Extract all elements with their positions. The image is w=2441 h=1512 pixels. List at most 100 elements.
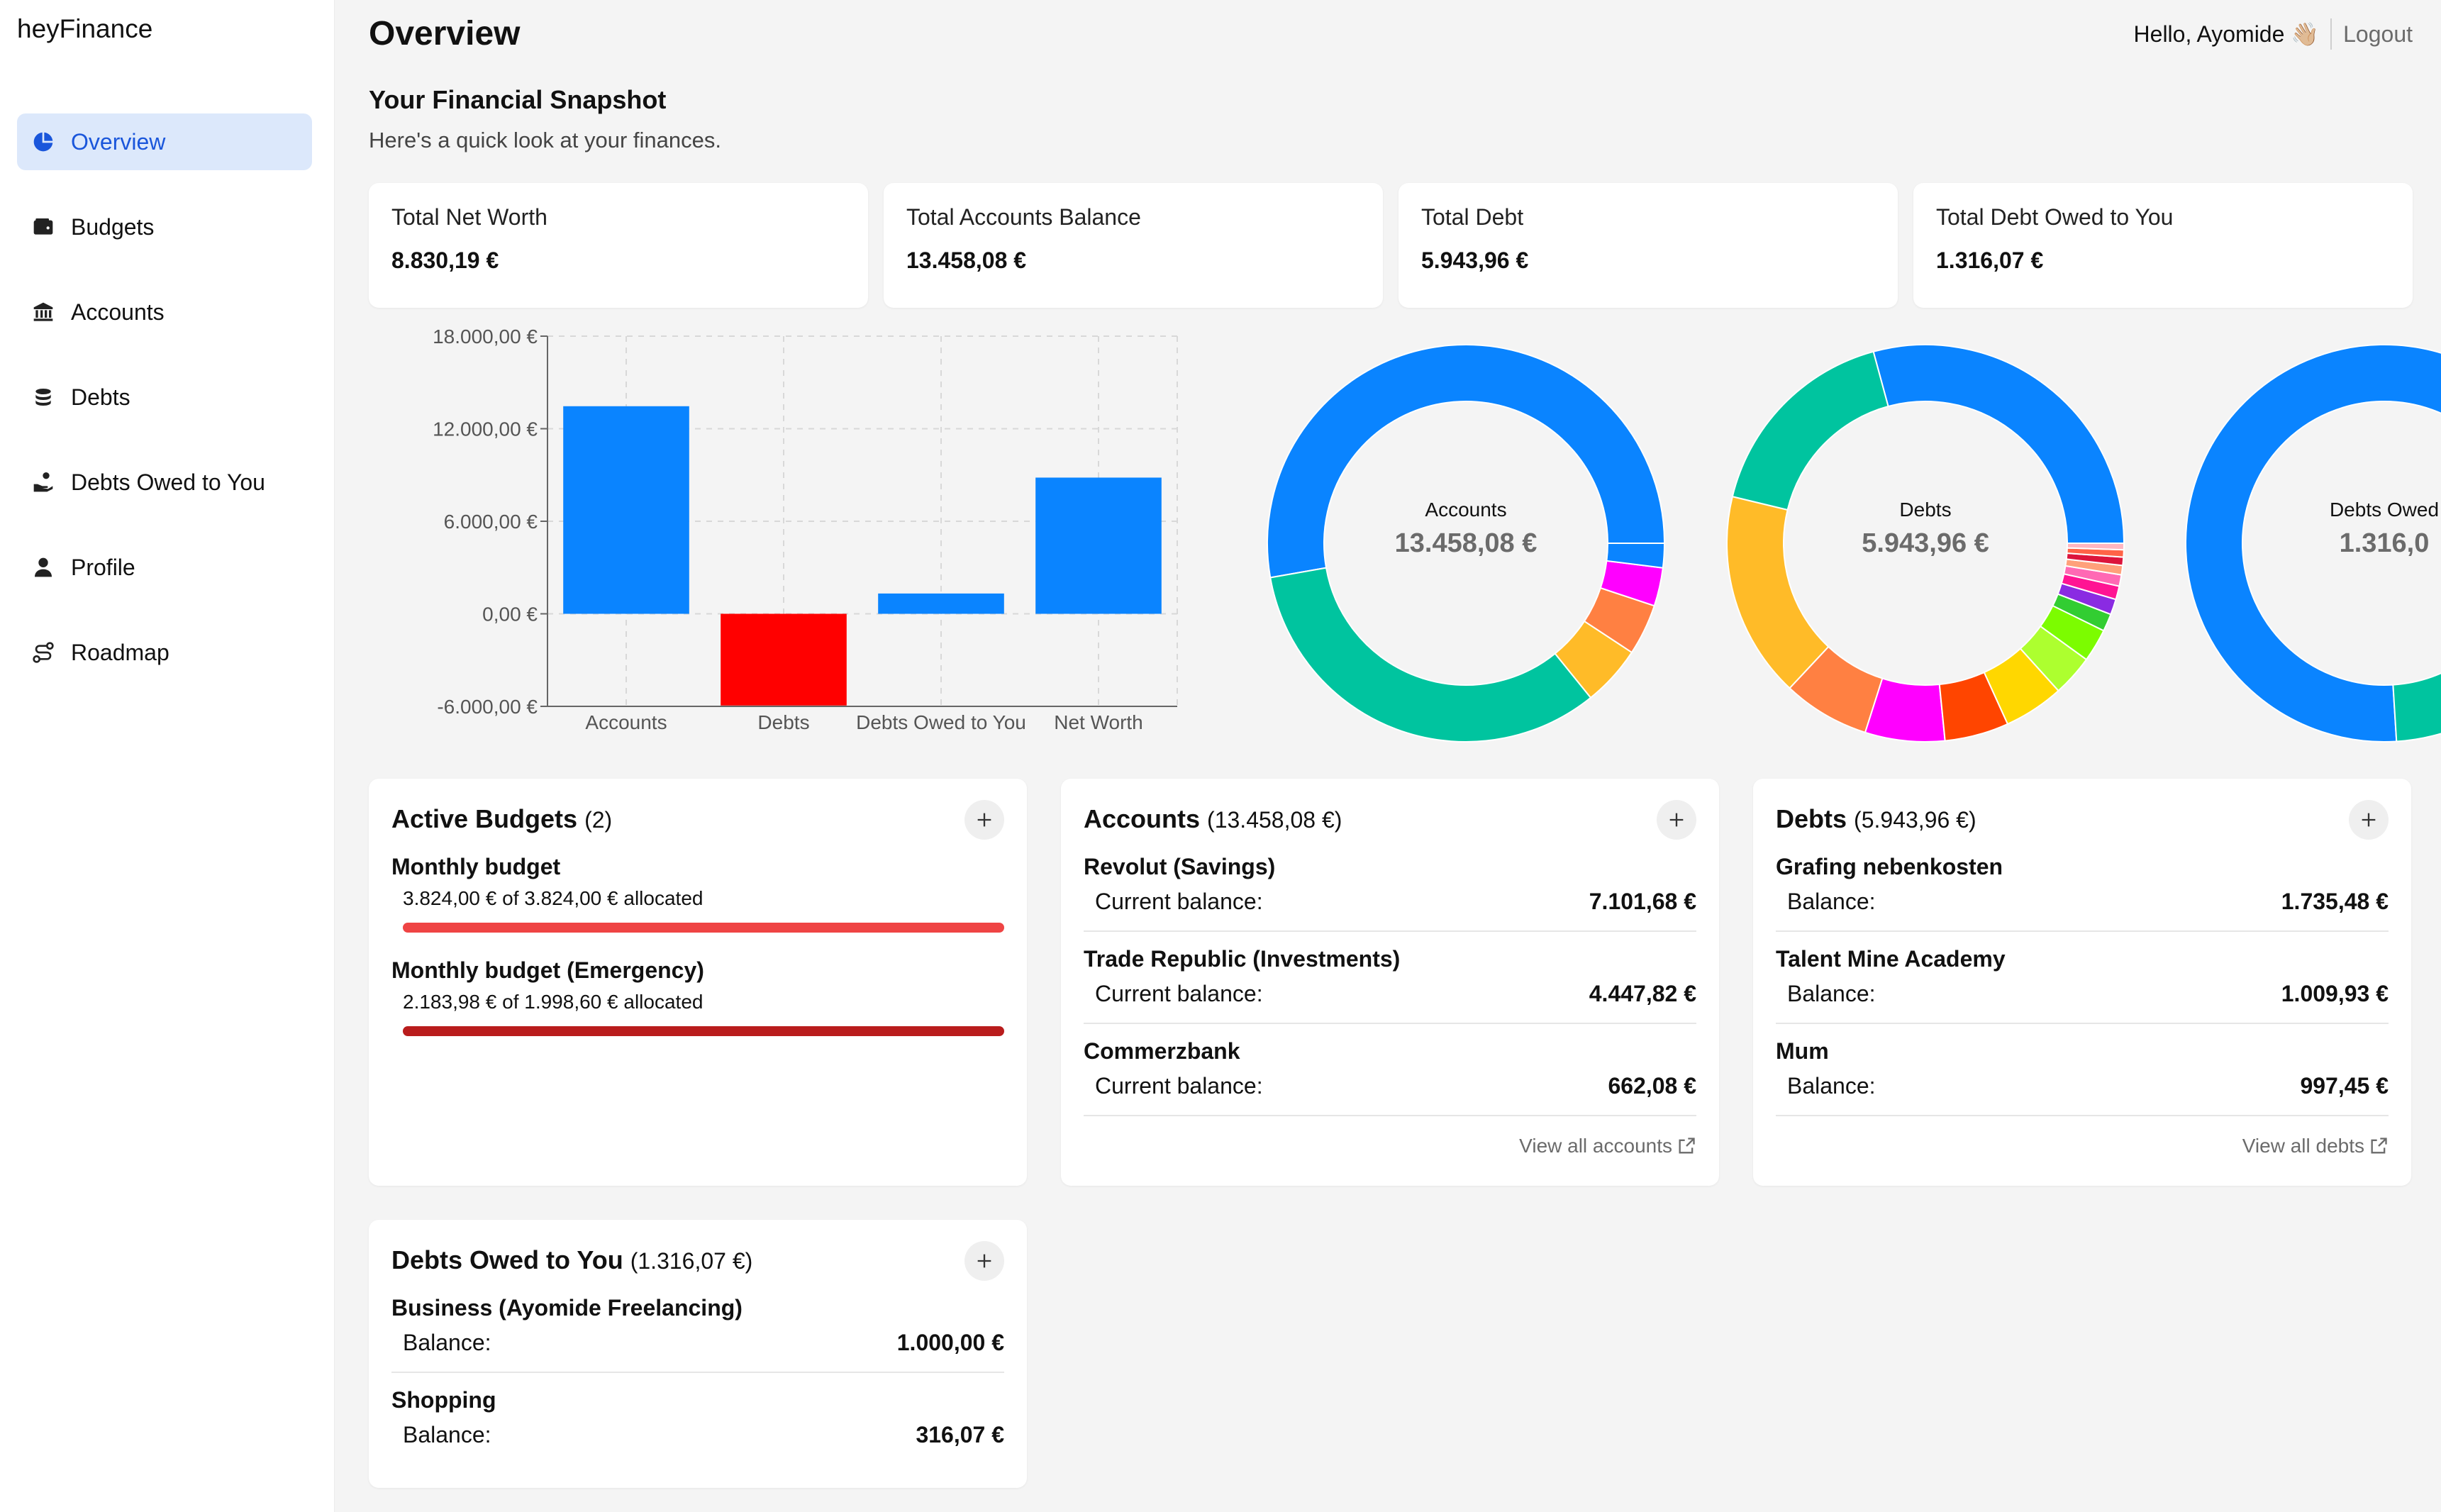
donut-center-label: Debts Owed <box>2330 499 2439 521</box>
x-tick-label: Accounts <box>585 711 667 733</box>
add-debt-owed-button[interactable] <box>964 1241 1004 1281</box>
donut-center-value: 13.458,08 € <box>1395 528 1538 558</box>
external-link-icon <box>1679 1138 1695 1154</box>
balance-amount: 1.000,00 € <box>896 1330 1004 1355</box>
debtor-name: Business (Ayomide Freelancing) <box>391 1295 743 1321</box>
donut-slice <box>1872 344 2125 544</box>
y-tick-label: 0,00 € <box>482 604 538 626</box>
sidebar-item-roadmap[interactable]: Roadmap <box>17 624 312 681</box>
budget-allocation: 2.183,98 € of 1.998,60 € allocated <box>403 991 704 1013</box>
divider <box>1776 1115 2389 1116</box>
user-bar: Hello, Ayomide 👋🏼 Logout <box>2134 18 2413 50</box>
balance-label: Current balance: <box>1095 981 1263 1006</box>
budget-progress-bar <box>403 923 1004 933</box>
budget-name: Monthly budget <box>391 854 561 879</box>
budget-item[interactable]: Monthly budget 3.824,00 € of 3.824,00 € … <box>391 854 1004 933</box>
sidebar-item-debts-owed[interactable]: Debts Owed to You <box>17 454 312 511</box>
balance-amount: 7.101,68 € <box>1589 889 1696 914</box>
budgets-card: Active Budgets (2) Monthly budget 3.824,… <box>369 779 1027 1186</box>
bar-debts-owed-to-you <box>878 593 1004 614</box>
add-budget-button[interactable] <box>964 800 1004 840</box>
y-tick-label: 6.000,00 € <box>444 511 538 533</box>
card-title: Accounts (13.458,08 €) <box>1084 804 1342 833</box>
divider <box>1776 930 2389 932</box>
debt-name: Grafing nebenkosten <box>1776 854 2003 879</box>
sidebar-item-overview[interactable]: Overview <box>17 113 312 170</box>
list-item[interactable]: Shopping Balance: 316,07 € <box>391 1387 1004 1448</box>
sidebar-item-budgets[interactable]: Budgets <box>17 199 312 255</box>
snapshot-subtitle: Here's a quick look at your finances. <box>369 128 721 152</box>
donut-center-label: Accounts <box>1425 499 1506 521</box>
sidebar-item-label: Overview <box>71 128 166 155</box>
charts-area: 18.000,00 € 12.000,00 € 6.000,00 € 0,00 € -6… <box>433 326 2441 743</box>
add-account-button[interactable] <box>1657 800 1696 840</box>
donut-center-value: 1.316,0 <box>2340 528 2430 558</box>
balance-label: Balance: <box>403 1422 491 1447</box>
list-item[interactable]: Revolut (Savings) Current balance: 7.101,… <box>1084 854 1696 932</box>
donut-slice <box>1731 350 1889 511</box>
list-item[interactable]: Business (Ayomide Freelancing) Balance: 1… <box>391 1295 1004 1373</box>
x-tick-label: Debts Owed to You <box>856 711 1026 733</box>
balance-label: Balance: <box>1787 981 1876 1006</box>
snapshot-title: Your Financial Snapshot <box>369 85 667 114</box>
sidebar-item-label: Accounts <box>71 299 165 325</box>
balance-amount: 997,45 € <box>2300 1073 2389 1099</box>
plus-icon <box>1669 813 1684 827</box>
donut-slice <box>1269 567 1592 743</box>
donut-slice <box>1725 496 1830 689</box>
greeting: Hello, Ayomide 👋🏼 <box>2133 21 2320 47</box>
list-item[interactable]: Grafing nebenkosten Balance: 1.735,48 € <box>1776 854 2389 932</box>
sidebar-item-profile[interactable]: Profile <box>17 539 312 596</box>
sidebar-item-label: Debts <box>71 384 130 410</box>
plus-icon <box>977 1254 991 1268</box>
balance-label: Balance: <box>403 1330 491 1355</box>
page-title: Overview <box>369 15 521 52</box>
balance-amount: 316,07 € <box>916 1422 1004 1447</box>
debts-owed-card: Debts Owed to You (1.316,07 €) Business … <box>369 1220 1027 1488</box>
divider <box>1084 1023 1696 1024</box>
debt-name: Talent Mine Academy <box>1776 946 2006 972</box>
divider <box>391 1372 1004 1373</box>
account-name: Revolut (Savings) <box>1084 854 1276 879</box>
wallet-icon <box>31 215 55 239</box>
stat-value: 1.316,07 € <box>1936 248 2044 273</box>
stat-card-net-worth: Total Net Worth 8.830,19 € <box>369 183 868 308</box>
hand-coin-icon <box>31 470 55 494</box>
donut-slice <box>2392 672 2441 743</box>
sidebar-item-label: Debts Owed to You <box>71 469 265 495</box>
donut-slice <box>2066 543 2125 551</box>
brand-logo[interactable]: heyFinance <box>17 14 153 43</box>
external-link-icon <box>2371 1138 2387 1154</box>
sidebar-item-accounts[interactable]: Accounts <box>17 284 312 340</box>
main-content: Overview Hello, Ayomide 👋🏼 Logout Your F… <box>335 0 2441 1512</box>
stat-card-total-debt: Total Debt 5.943,96 € <box>1399 183 1898 308</box>
divider <box>1776 1023 2389 1024</box>
view-all-debts-link[interactable]: View all debts <box>2242 1135 2389 1157</box>
list-item[interactable]: Talent Mine Academy Balance: 1.009,93 € <box>1776 946 2389 1024</box>
list-item[interactable]: Trade Republic (Investments) Current bal… <box>1084 946 1696 1024</box>
balance-amount: 1.009,93 € <box>2281 981 2389 1006</box>
balance-amount: 4.447,82 € <box>1589 981 1696 1006</box>
stat-label: Total Accounts Balance <box>906 204 1141 230</box>
balance-amount: 662,08 € <box>1608 1073 1696 1099</box>
coins-icon <box>31 385 55 409</box>
donut-center-value: 5.943,96 € <box>1862 528 1989 558</box>
balance-label: Balance: <box>1787 1073 1876 1099</box>
bar-net-worth <box>1035 477 1162 614</box>
add-debt-button[interactable] <box>2349 800 2389 840</box>
sidebar-item-debts[interactable]: Debts <box>17 369 312 426</box>
list-item[interactable]: Commerzbank Current balance: 662,08 € <box>1084 1038 1696 1116</box>
view-all-accounts-link[interactable]: View all accounts <box>1519 1135 1696 1157</box>
stat-value: 13.458,08 € <box>906 248 1027 273</box>
sidebar-item-label: Roadmap <box>71 639 169 665</box>
plus-icon <box>2362 813 2376 827</box>
budget-item[interactable]: Monthly budget (Emergency) 2.183,98 € of… <box>391 957 1004 1036</box>
balance-label: Balance: <box>1787 889 1876 914</box>
x-tick-label: Debts <box>757 711 809 733</box>
bar-debts <box>721 613 847 706</box>
logout-link[interactable]: Logout <box>2343 21 2413 47</box>
stat-label: Total Debt Owed to You <box>1936 204 2174 230</box>
divider <box>2330 18 2332 50</box>
list-item[interactable]: Mum Balance: 997,45 € <box>1776 1038 2389 1116</box>
stat-label: Total Debt <box>1421 204 1524 230</box>
